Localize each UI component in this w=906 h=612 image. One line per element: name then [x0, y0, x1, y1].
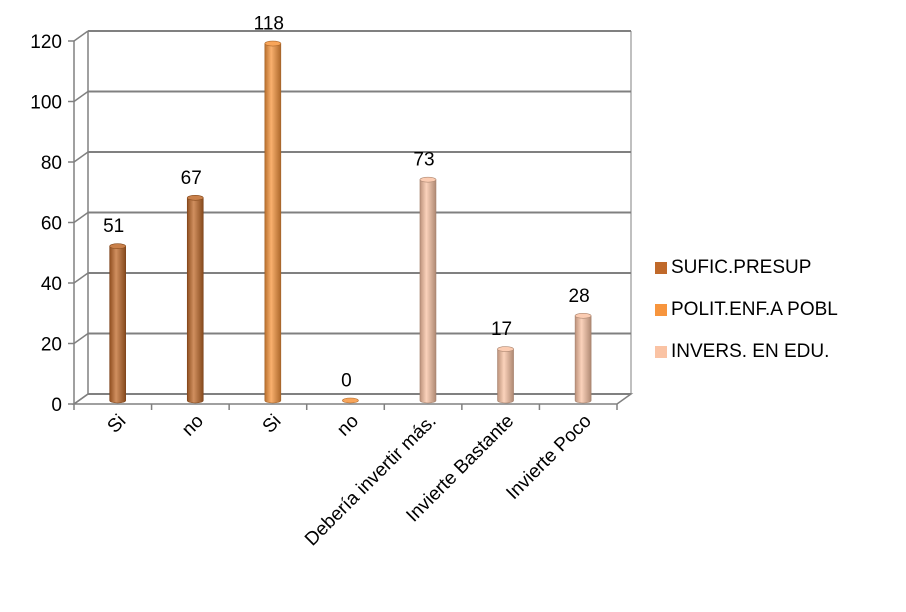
gridline-side: [73, 332, 89, 345]
bar-top: [109, 243, 126, 250]
gridline-side: [73, 30, 89, 42]
gridline: [73, 30, 631, 42]
bar-body: [574, 315, 592, 404]
gridline: [73, 151, 631, 163]
bar-top: [342, 397, 359, 404]
bar: [419, 176, 437, 404]
legend-item: POLIT.ENF.A POBL: [655, 299, 838, 320]
bar: [497, 346, 514, 404]
bar: [264, 40, 282, 404]
data-label: 73: [413, 150, 434, 171]
bar-body: [109, 245, 126, 404]
y-tick-labels: 0 20 40 60 80 100 120: [30, 32, 62, 416]
data-label: 51: [103, 216, 124, 237]
bar-top: [186, 195, 204, 201]
legend-label: POLIT.ENF.A POBL: [671, 299, 838, 320]
legend: SUFIC.PRESUP POLIT.ENF.A POBL INVERS. EN…: [655, 257, 838, 384]
gridline-side: [73, 151, 89, 163]
bar-body: [264, 43, 282, 404]
y-tick-label: 80: [41, 153, 62, 174]
bar: [342, 397, 359, 404]
bar-body: [419, 179, 437, 404]
data-label: 0: [341, 371, 352, 392]
gridline: [73, 272, 631, 284]
x-tick-label: no: [178, 411, 208, 441]
data-label: 118: [254, 14, 284, 35]
bar-top: [264, 40, 282, 47]
bars: [109, 40, 592, 404]
bar: [574, 312, 592, 404]
gridline-side: [73, 90, 89, 103]
y-axis: [68, 40, 618, 410]
data-labels: 51 67 118 0 73 17 28: [103, 14, 590, 392]
chart-floor: [71, 393, 634, 405]
gridline-side: [73, 211, 89, 224]
legend-swatch: [655, 304, 667, 316]
bar-top: [574, 312, 592, 319]
legend-label: SUFIC.PRESUP: [671, 257, 812, 278]
x-tick-label: no: [333, 411, 363, 441]
x-tick-label: Debería invertir más.: [301, 411, 441, 551]
legend-swatch: [655, 262, 667, 274]
bar-body: [497, 348, 514, 404]
x-tick-label: Si: [259, 411, 286, 438]
y-tick-label: 0: [51, 395, 62, 416]
x-tick-label: Si: [104, 411, 131, 438]
y-tick-label: 20: [41, 335, 62, 356]
legend-item: SUFIC.PRESUP: [655, 257, 838, 278]
legend-label: INVERS. EN EDU.: [671, 341, 830, 362]
data-label: 17: [491, 319, 512, 340]
y-tick-label: 120: [30, 32, 62, 53]
floor-plane: [71, 393, 634, 405]
legend-swatch: [655, 346, 667, 358]
y-tick-label: 60: [41, 214, 62, 235]
gridline: [73, 332, 631, 345]
y-tick-label: 40: [41, 274, 62, 295]
bar-body: [186, 197, 204, 404]
gridline-side: [73, 272, 89, 284]
bar-top: [497, 346, 514, 352]
data-label: 67: [181, 168, 202, 189]
y-tick-label: 100: [30, 93, 62, 114]
data-label: 28: [569, 286, 590, 307]
bar-top: [419, 176, 437, 183]
bar: [109, 243, 126, 404]
gridline: [73, 211, 631, 224]
gridline: [73, 90, 631, 103]
gridlines: [73, 30, 631, 405]
legend-item: INVERS. EN EDU.: [655, 341, 838, 362]
bar: [186, 195, 204, 404]
